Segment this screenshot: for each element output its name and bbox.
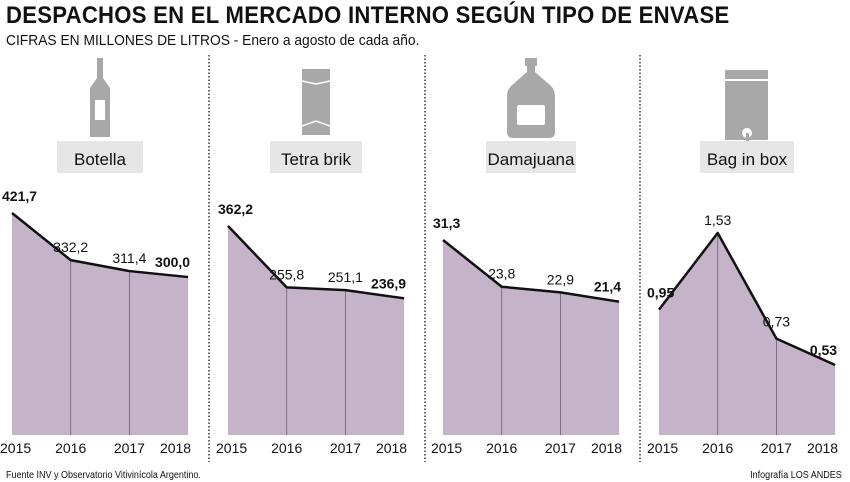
demijohn-icon — [507, 58, 555, 138]
x-tick-label: 2017 — [545, 440, 576, 456]
x-tick-label: 2015 — [0, 440, 31, 456]
bottle-icon — [90, 58, 110, 137]
x-tick-label: 2018 — [160, 440, 191, 456]
data-label: 311,4 — [112, 250, 146, 266]
page-subtitle: CIFRAS EN MILLONES DE LITROS - Enero a a… — [6, 32, 420, 49]
area-fill — [228, 226, 405, 435]
series-line — [442, 239, 620, 303]
x-tick-label: 2017 — [761, 440, 792, 456]
data-label: 421,7 — [2, 188, 37, 204]
category-label: Tetra brik — [281, 150, 351, 169]
panel-bag-in-box: Bag in box 0,95 2015 1,53 2016 0,73 2017 0,53 20… — [647, 70, 838, 456]
category-label-bg — [57, 141, 143, 173]
x-tick-label: 2015 — [216, 440, 247, 456]
source-note: Fuente INV y Observatorio Vitivinícola A… — [6, 470, 201, 481]
x-tick-label: 2016 — [486, 440, 517, 456]
data-label: 0,95 — [647, 285, 674, 301]
demijohn-shape — [507, 58, 555, 138]
demijohn-label — [517, 105, 545, 125]
data-label: 236,9 — [371, 275, 406, 291]
category-label-bg — [270, 141, 362, 173]
tetra-brik-icon — [301, 69, 331, 135]
box-body — [725, 81, 768, 140]
area-fill — [659, 233, 836, 435]
panel-botella: Botella 421,7 2015 332,2 2016 311,4 2017 300,0 2… — [0, 58, 191, 456]
series-line — [227, 225, 405, 300]
box-lid — [725, 70, 768, 79]
data-label: 300,0 — [155, 254, 190, 270]
box-tap-spout — [746, 133, 749, 145]
bottle-shape — [90, 58, 110, 137]
bag-in-box-icon — [725, 70, 768, 145]
x-tick-label: 2017 — [114, 440, 145, 456]
x-tick-label: 2018 — [376, 440, 407, 456]
bottle-label — [95, 100, 105, 120]
data-label: 0,53 — [810, 342, 837, 358]
data-label: 22,9 — [547, 271, 574, 287]
category-label-bg — [700, 141, 794, 173]
x-tick-label: 2016 — [271, 440, 302, 456]
category-label-bg — [486, 141, 576, 173]
panel-tetra-brik: Tetra brik 362,2 2015 255,8 2016 251,1 2017 236… — [216, 69, 407, 456]
x-tick-label: 2015 — [431, 440, 462, 456]
data-label: 21,4 — [594, 279, 621, 295]
data-label: 23,8 — [488, 266, 515, 282]
x-tick-label: 2015 — [647, 440, 678, 456]
series-line — [658, 231, 836, 367]
x-tick-label: 2016 — [702, 440, 733, 456]
area-fill — [12, 213, 189, 435]
x-tick-label: 2017 — [330, 440, 361, 456]
data-label: 332,2 — [53, 239, 88, 255]
series-line — [11, 212, 189, 279]
x-tick-label: 2018 — [591, 440, 622, 456]
data-label: 251,1 — [328, 269, 363, 285]
brik-fold — [301, 120, 331, 127]
data-label: 362,2 — [218, 201, 253, 217]
category-label: Botella — [74, 150, 127, 169]
data-label: 0,73 — [763, 314, 790, 330]
category-label: Damajuana — [488, 150, 575, 169]
data-label: 1,53 — [704, 212, 731, 228]
x-tick-label: 2016 — [55, 440, 86, 456]
area-fill — [443, 240, 620, 435]
category-label: Bag in box — [707, 150, 788, 169]
brik-fold — [301, 80, 331, 85]
data-label: 31,3 — [433, 215, 460, 231]
x-tick-label: 2018 — [807, 440, 838, 456]
data-label: 255,8 — [269, 266, 304, 282]
page-title: DESPACHOS EN EL MERCADO INTERNO SEGÚN TI… — [6, 2, 730, 29]
credit-note: Infografía LOS ANDES — [750, 470, 842, 481]
panel-damajuana: Damajuana 31,3 2015 23,8 2016 22,9 2017 21,4 201… — [431, 58, 622, 456]
